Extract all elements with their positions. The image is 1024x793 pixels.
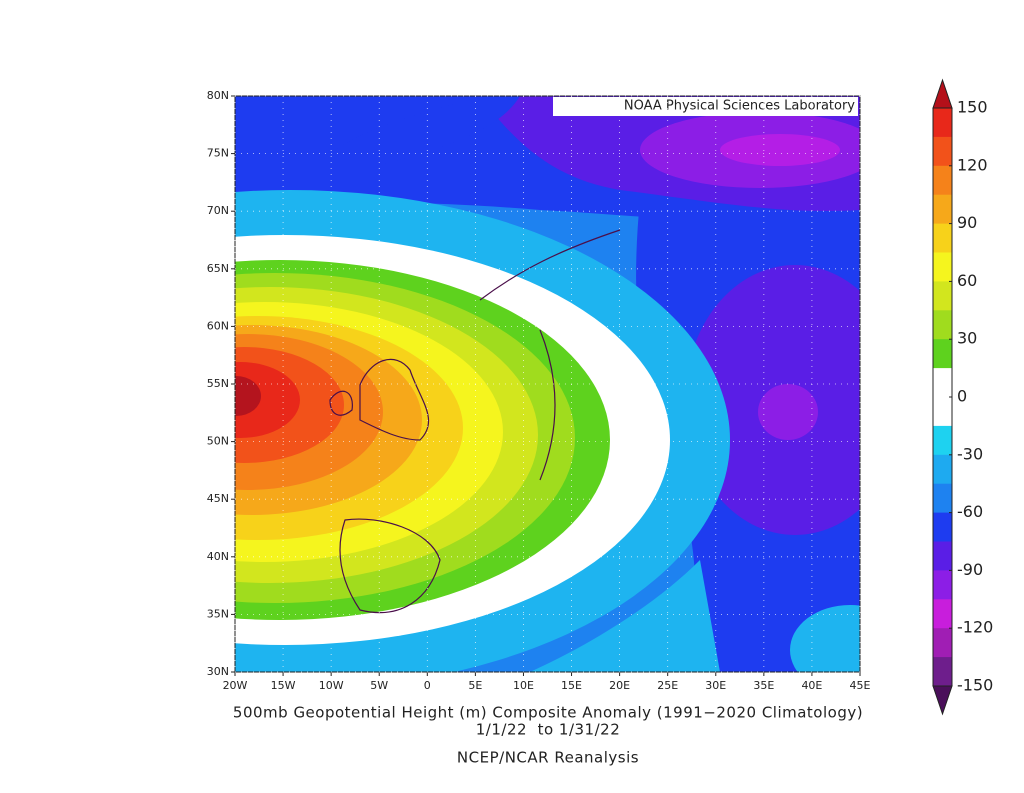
y-tick-label: 70N <box>207 204 229 217</box>
x-tick-label: 35E <box>753 679 774 692</box>
x-tick-label: 10E <box>513 679 534 692</box>
field-east-violet <box>758 384 818 440</box>
colorbar-band <box>933 194 952 225</box>
colorbar-label: 150 <box>957 98 988 117</box>
colorbar-over <box>932 78 953 109</box>
colorbar-label: -60 <box>957 502 983 521</box>
x-tick-label: 20E <box>609 679 630 692</box>
field-se-cyan <box>790 605 860 672</box>
y-tick-label: 80N <box>207 89 229 102</box>
banner-box <box>553 97 858 116</box>
colorbar-band <box>933 599 952 629</box>
contour-band <box>235 376 261 416</box>
colorbar-label: 60 <box>957 271 977 290</box>
x-tick-label: 0 <box>424 679 431 692</box>
colorbar-label: -90 <box>957 560 983 579</box>
y-tick-label: 30N <box>207 665 229 678</box>
colorbar-band <box>933 425 952 456</box>
field-north-magenta <box>720 134 840 166</box>
colorbar-label: 90 <box>957 213 977 232</box>
x-tick-label: 5E <box>468 679 482 692</box>
colorbar-band <box>933 512 952 542</box>
y-tick-label: 35N <box>207 607 229 620</box>
caption-source: NCEP/NCAR Reanalysis <box>457 749 639 767</box>
caption-title: 500mb Geopotential Height (m) Composite … <box>233 704 863 722</box>
y-tick-label: 45N <box>207 492 229 505</box>
colorbar-band <box>933 397 952 427</box>
colorbar-band <box>933 339 952 369</box>
colorbar-label: -150 <box>957 676 993 695</box>
colorbar-label: 0 <box>957 387 967 406</box>
x-tick-label: 30E <box>705 679 726 692</box>
x-tick-label: 40E <box>801 679 822 692</box>
y-tick-label: 65N <box>207 262 229 275</box>
x-tick-label: 15W <box>271 679 296 692</box>
colorbar-band <box>933 628 952 658</box>
caption-dates: 1/1/22 to 1/31/22 <box>476 721 620 739</box>
colorbar-band <box>933 136 952 167</box>
banner: NOAA Physical Sciences Laboratory <box>624 99 855 114</box>
colorbar-band <box>933 454 952 485</box>
y-tick-label: 75N <box>207 147 229 160</box>
y-tick-label: 55N <box>207 377 229 390</box>
colorbar-band <box>933 165 952 196</box>
field-north-purple2 <box>335 96 520 165</box>
x-tick-label: 10W <box>319 679 344 692</box>
colorbar-band <box>933 541 952 571</box>
field-se-cyan2 <box>530 560 720 672</box>
colorbar-band <box>933 252 952 282</box>
x-tick-label: 45E <box>850 679 871 692</box>
colorbar-label: -30 <box>957 444 983 463</box>
colorbar-band <box>933 108 952 138</box>
colorbar-band <box>933 223 952 253</box>
y-tick-label: 50N <box>207 435 229 448</box>
colorbar-band <box>933 483 952 514</box>
colorbar-band <box>933 657 952 687</box>
colorbar-label: 30 <box>957 329 977 348</box>
colorbar-label: 120 <box>957 155 988 174</box>
colorbar-band <box>933 310 952 340</box>
colorbar-band <box>933 570 952 600</box>
colorbar-band <box>933 368 952 398</box>
x-tick-label: 5W <box>370 679 388 692</box>
colorbar-label: -120 <box>957 618 993 637</box>
y-tick-label: 60N <box>207 319 229 332</box>
map-field <box>235 96 860 672</box>
x-tick-label: 15E <box>561 679 582 692</box>
colorbar-under <box>932 685 953 716</box>
y-tick-label: 40N <box>207 550 229 563</box>
colorbar-band <box>933 281 952 311</box>
x-tick-label: 20W <box>223 679 248 692</box>
coastline <box>329 229 621 614</box>
x-tick-label: 25E <box>657 679 678 692</box>
